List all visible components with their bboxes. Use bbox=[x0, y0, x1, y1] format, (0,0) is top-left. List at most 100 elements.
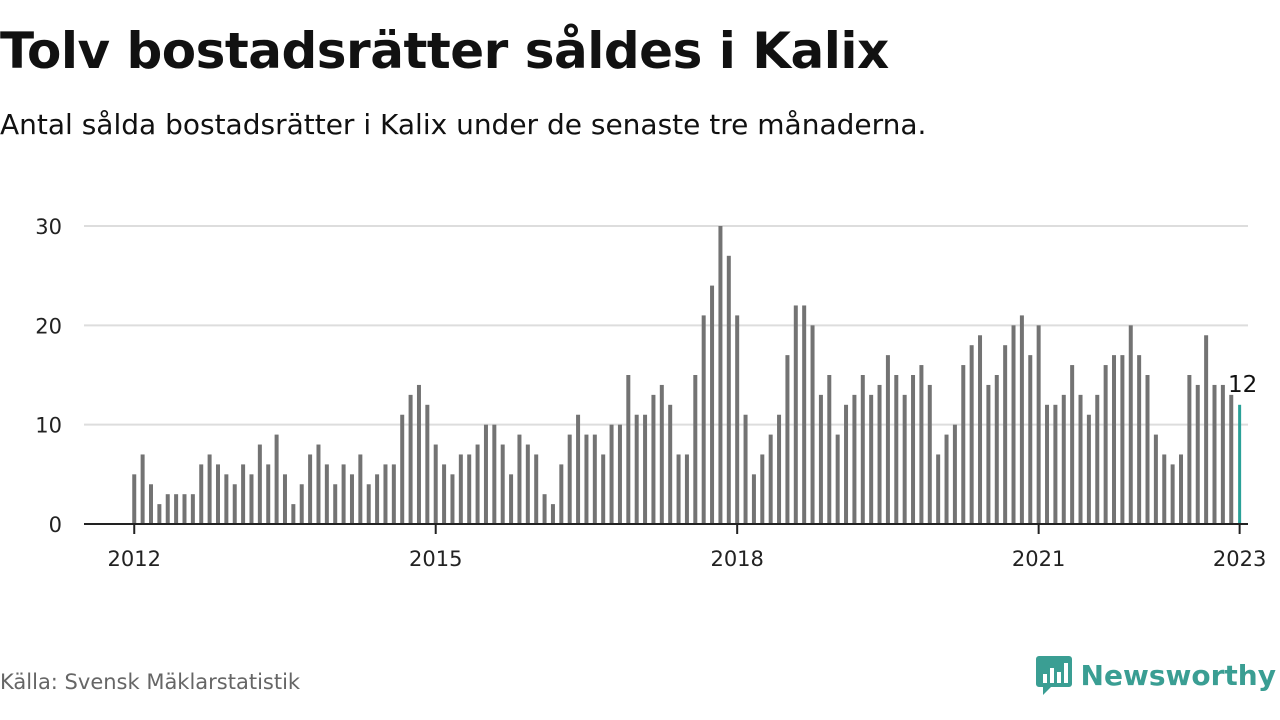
bar bbox=[1220, 384, 1225, 524]
bar bbox=[1137, 355, 1142, 524]
bar bbox=[827, 375, 832, 524]
bar bbox=[952, 424, 957, 524]
bar bbox=[643, 414, 648, 524]
bar bbox=[291, 504, 296, 524]
bar bbox=[316, 444, 321, 524]
bar bbox=[148, 484, 153, 524]
bar bbox=[1112, 355, 1117, 524]
bar bbox=[576, 414, 581, 524]
bar bbox=[559, 464, 564, 524]
bar bbox=[877, 384, 882, 524]
bar bbox=[567, 434, 572, 524]
bar bbox=[1086, 414, 1091, 524]
bar bbox=[802, 305, 807, 524]
bar bbox=[919, 365, 924, 524]
bar bbox=[986, 384, 991, 524]
bar bbox=[869, 394, 874, 524]
bar bbox=[500, 444, 505, 524]
brand-name: Newsworthy bbox=[1080, 658, 1276, 692]
bar bbox=[1229, 394, 1234, 524]
brand-logo[interactable]: Newsworthy bbox=[1035, 653, 1276, 697]
bar bbox=[735, 315, 740, 524]
bar bbox=[442, 464, 447, 524]
bar bbox=[1061, 394, 1066, 524]
bar bbox=[458, 454, 463, 524]
bar bbox=[726, 255, 731, 525]
bar bbox=[450, 474, 455, 524]
bar bbox=[492, 424, 497, 524]
bar bbox=[609, 424, 614, 524]
bar bbox=[743, 414, 748, 524]
bar bbox=[333, 484, 338, 524]
y-tick-label: 20 bbox=[35, 314, 62, 338]
bar bbox=[1170, 464, 1175, 524]
bar bbox=[718, 226, 723, 524]
bar bbox=[525, 444, 530, 524]
bar bbox=[1212, 384, 1217, 524]
bar bbox=[1204, 335, 1209, 524]
bars bbox=[132, 226, 1242, 525]
bar bbox=[1187, 375, 1192, 524]
bar bbox=[1128, 325, 1133, 524]
bar bbox=[207, 454, 212, 524]
bar bbox=[165, 494, 170, 524]
bar bbox=[969, 345, 974, 524]
x-tick-label: 2018 bbox=[710, 547, 763, 571]
bar bbox=[1045, 404, 1050, 524]
bar bbox=[534, 454, 539, 524]
bar bbox=[274, 434, 279, 524]
bar bbox=[626, 375, 631, 524]
bar bbox=[584, 434, 589, 524]
bar bbox=[668, 404, 673, 524]
bar bbox=[308, 454, 313, 524]
bar-chart: 0 10 20 30 12 2012 2015 2018 2021 2023 bbox=[35, 215, 1266, 571]
axis-labels: 0 10 20 30 12 2012 2015 2018 2021 2023 bbox=[35, 215, 1266, 571]
bar bbox=[349, 474, 354, 524]
bar bbox=[1003, 345, 1008, 524]
bar bbox=[190, 494, 195, 524]
bar bbox=[617, 424, 622, 524]
bar bbox=[416, 384, 421, 524]
bar bbox=[1070, 365, 1075, 524]
bar bbox=[282, 474, 287, 524]
bar bbox=[818, 394, 823, 524]
bar bbox=[927, 384, 932, 524]
bar bbox=[852, 394, 857, 524]
bar bbox=[860, 375, 865, 524]
bar bbox=[1120, 355, 1125, 524]
x-tick-label: 2015 bbox=[409, 547, 462, 571]
source-note: Källa: Svensk Mäklarstatistik bbox=[0, 670, 301, 694]
bar bbox=[777, 414, 782, 524]
bar bbox=[199, 464, 204, 524]
chart-title: Tolv bostadsrätter såldes i Kalix bbox=[0, 22, 889, 80]
bar bbox=[375, 474, 380, 524]
bar bbox=[358, 454, 363, 524]
bar bbox=[911, 375, 916, 524]
bar bbox=[1162, 454, 1167, 524]
bar bbox=[751, 474, 756, 524]
bar bbox=[793, 305, 798, 524]
bar bbox=[810, 325, 815, 524]
bar bbox=[550, 504, 555, 524]
bar bbox=[659, 384, 664, 524]
bar bbox=[592, 434, 597, 524]
bar bbox=[140, 454, 145, 524]
bar bbox=[961, 365, 966, 524]
bar bbox=[1153, 434, 1158, 524]
bar bbox=[157, 504, 162, 524]
bar bbox=[1103, 365, 1108, 524]
bar bbox=[341, 464, 346, 524]
x-tick-label: 2023 bbox=[1213, 547, 1266, 571]
bar bbox=[174, 494, 179, 524]
bar bbox=[944, 434, 949, 524]
bar bbox=[400, 414, 405, 524]
bar bbox=[467, 454, 472, 524]
bar bbox=[676, 454, 681, 524]
bar bbox=[509, 474, 514, 524]
bar bbox=[684, 454, 689, 524]
bar bbox=[936, 454, 941, 524]
bar bbox=[483, 424, 488, 524]
bar bbox=[517, 434, 522, 524]
bar bbox=[844, 404, 849, 524]
bar bbox=[1011, 325, 1016, 524]
